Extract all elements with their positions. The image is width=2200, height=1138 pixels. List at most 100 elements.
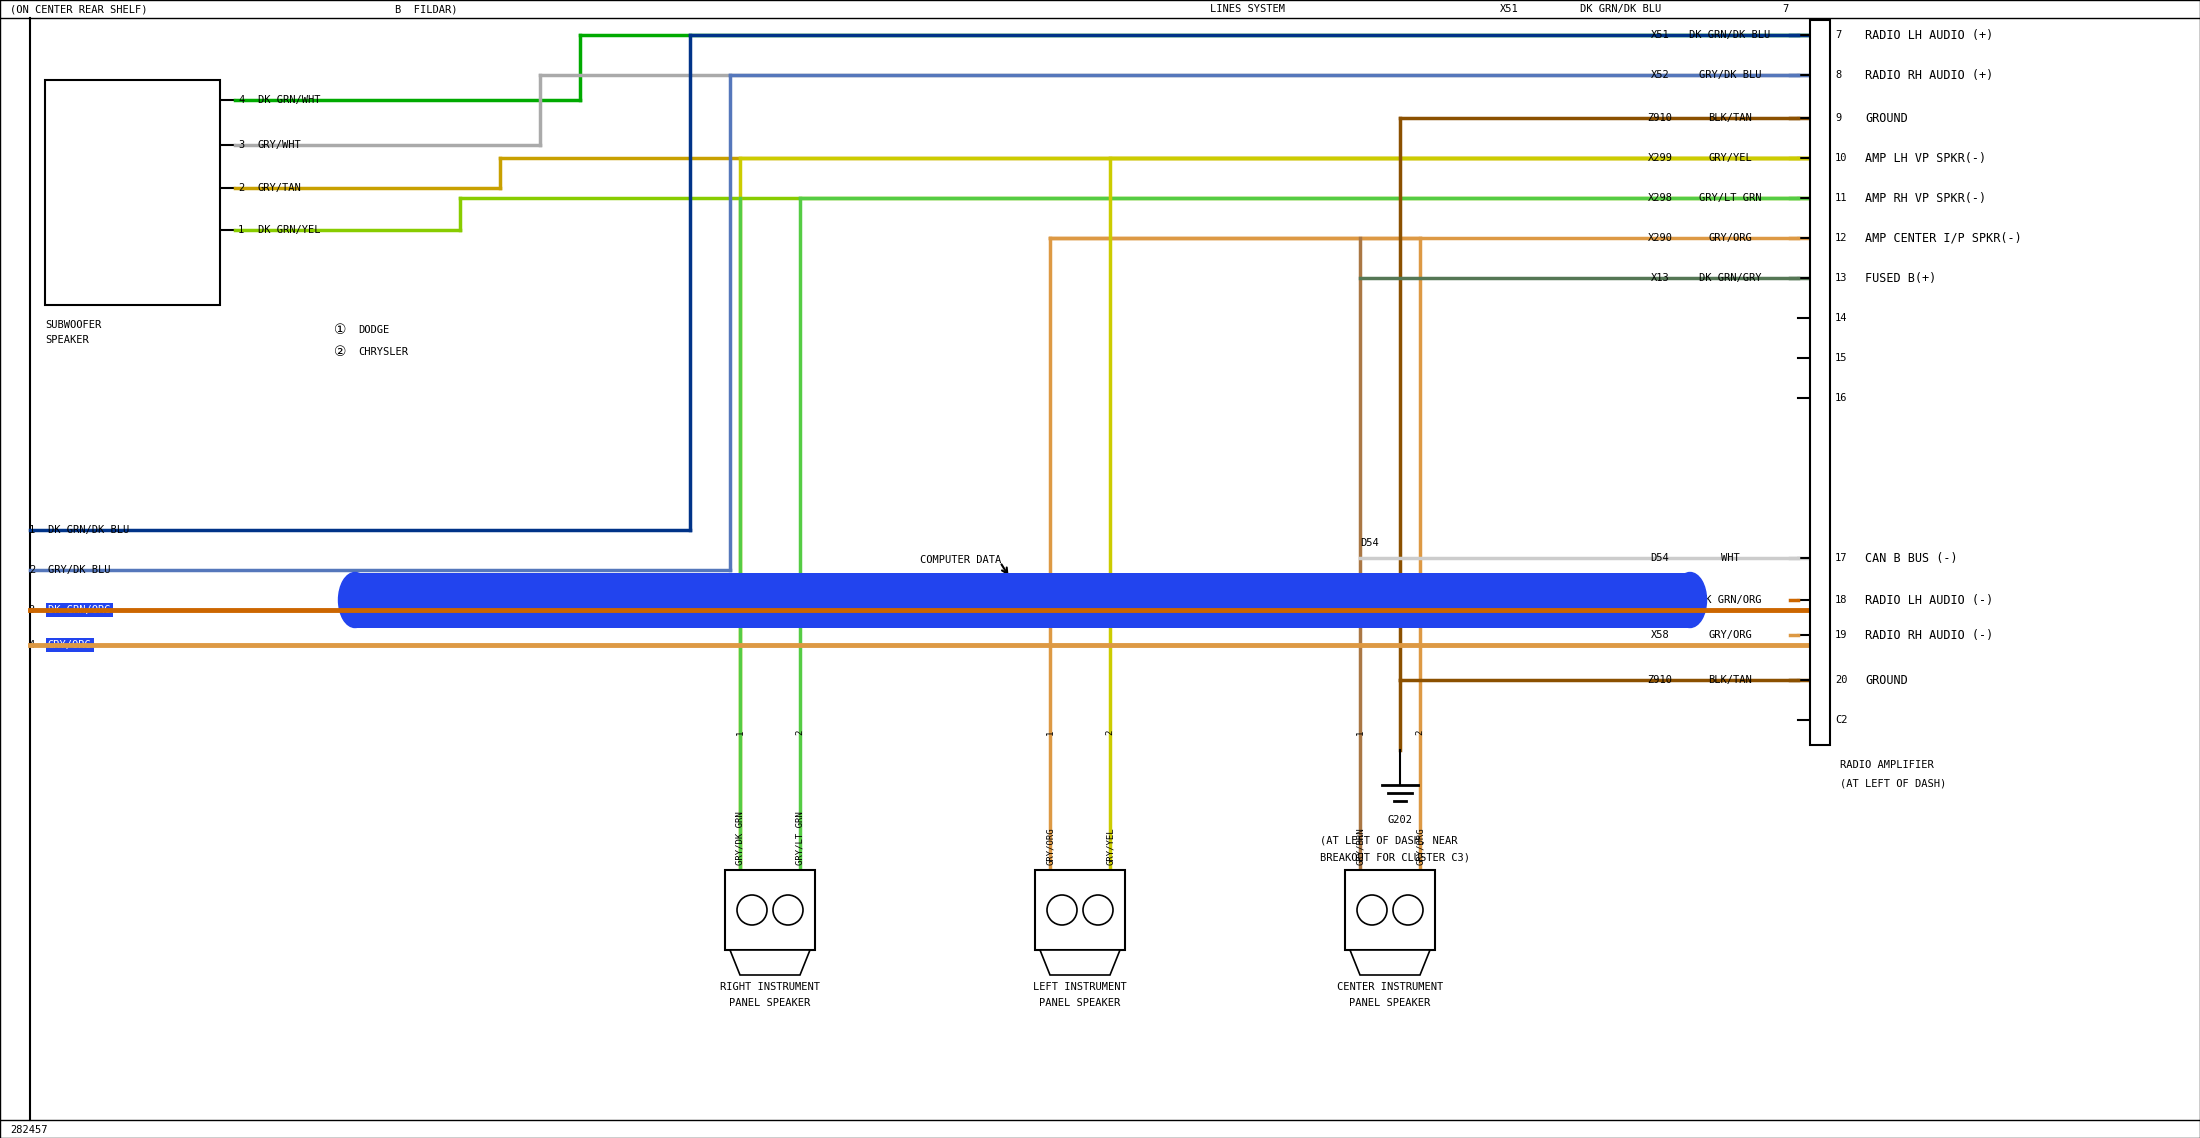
- Circle shape: [772, 894, 803, 925]
- Text: RADIO LH AUDIO (-): RADIO LH AUDIO (-): [1866, 594, 1993, 607]
- Text: DK GRN/DK BLU: DK GRN/DK BLU: [1580, 5, 1661, 14]
- Text: GRY/ORG: GRY/ORG: [48, 640, 92, 650]
- Text: GRY/BRN: GRY/BRN: [1355, 827, 1364, 865]
- Text: 12: 12: [1835, 233, 1848, 244]
- Text: 17: 17: [1835, 553, 1848, 563]
- Text: SPEAKER: SPEAKER: [44, 335, 88, 345]
- Text: 1: 1: [1355, 729, 1364, 735]
- Text: WHT: WHT: [1720, 553, 1740, 563]
- Text: 2: 2: [1111, 942, 1118, 951]
- Text: LINES SYSTEM: LINES SYSTEM: [895, 600, 966, 610]
- Text: CAN B BUS (-): CAN B BUS (-): [1866, 552, 1958, 564]
- Text: GRY/LT GRN: GRY/LT GRN: [1698, 193, 1762, 203]
- Text: 1: 1: [29, 525, 35, 535]
- Text: AMP CENTER I/P SPKR(-): AMP CENTER I/P SPKR(-): [1866, 231, 2022, 245]
- Text: SBFR1(-): SBFR1(-): [53, 183, 103, 193]
- Bar: [1034, 869, 1124, 950]
- Text: 1: 1: [1045, 729, 1054, 735]
- Text: X298: X298: [1648, 193, 1672, 203]
- Text: 1: 1: [735, 729, 744, 735]
- Text: CENTER INSTRUMENT: CENTER INSTRUMENT: [1338, 982, 1443, 992]
- Text: GROUND: GROUND: [1866, 674, 1907, 686]
- Text: X58: X58: [1650, 630, 1670, 640]
- Text: GRY/DK GRN: GRY/DK GRN: [735, 811, 744, 865]
- Text: X51: X51: [1500, 5, 1518, 14]
- Text: GRY/ORG: GRY/ORG: [1707, 233, 1751, 244]
- Bar: [354, 574, 1690, 628]
- Text: 4: 4: [29, 640, 35, 650]
- Text: 18: 18: [1835, 595, 1848, 605]
- Text: 11: 11: [1835, 193, 1848, 203]
- Circle shape: [1357, 894, 1386, 925]
- Text: DK GRN/DK BLU: DK GRN/DK BLU: [48, 525, 130, 535]
- Text: PANEL SPEAKER: PANEL SPEAKER: [1349, 998, 1430, 1008]
- Text: GRY/WHT: GRY/WHT: [257, 140, 301, 150]
- Text: LEFT INSTRUMENT: LEFT INSTRUMENT: [1034, 982, 1126, 992]
- Text: 1: 1: [238, 225, 244, 236]
- Text: CHRYSLER: CHRYSLER: [359, 347, 407, 357]
- Circle shape: [1393, 894, 1423, 925]
- Text: GRY/ORG: GRY/ORG: [1045, 827, 1054, 865]
- Text: DODGE: DODGE: [359, 325, 389, 335]
- Text: (AT LEFT OF DASH): (AT LEFT OF DASH): [1839, 778, 1947, 787]
- Text: SBFR2(+): SBFR2(+): [53, 140, 103, 150]
- Text: COMPUTER DATA: COMPUTER DATA: [920, 555, 1001, 564]
- Text: SUBWOOFER: SUBWOOFER: [44, 320, 101, 330]
- Text: AMP RH VP SPKR(-): AMP RH VP SPKR(-): [1866, 191, 1987, 205]
- Text: RIGHT INSTRUMENT: RIGHT INSTRUMENT: [719, 982, 821, 992]
- Text: 15: 15: [1835, 353, 1848, 363]
- Text: Z910: Z910: [1648, 113, 1672, 123]
- Text: 2: 2: [796, 729, 805, 735]
- Text: RADIO AMPLIFIER: RADIO AMPLIFIER: [1839, 760, 1934, 770]
- Text: 7: 7: [1835, 30, 1841, 40]
- Circle shape: [1047, 894, 1078, 925]
- Text: 2: 2: [238, 183, 244, 193]
- Bar: [1344, 869, 1434, 950]
- Text: 16: 16: [1835, 393, 1848, 403]
- Text: 14: 14: [1835, 313, 1848, 323]
- Text: 9: 9: [1835, 113, 1841, 123]
- Text: GRY/TAN: GRY/TAN: [257, 183, 301, 193]
- Text: X57: X57: [1650, 595, 1670, 605]
- Text: (AT LEFT OF DASH, NEAR: (AT LEFT OF DASH, NEAR: [1320, 835, 1456, 846]
- Text: ②: ②: [334, 345, 345, 358]
- Text: 2: 2: [1415, 729, 1426, 735]
- Polygon shape: [1351, 950, 1430, 975]
- Text: GROUND: GROUND: [1866, 112, 1907, 124]
- Text: X51: X51: [1650, 30, 1670, 40]
- Text: X52: X52: [1650, 71, 1670, 80]
- Text: 8: 8: [1835, 71, 1841, 80]
- Text: 2: 2: [801, 942, 807, 951]
- Text: 7: 7: [1782, 5, 1789, 14]
- Text: DK GRN/GRY: DK GRN/GRY: [1698, 273, 1762, 283]
- Text: 19: 19: [1835, 630, 1848, 640]
- Text: (ON CENTER REAR SHELF): (ON CENTER REAR SHELF): [11, 5, 147, 14]
- Text: 1: 1: [733, 942, 739, 951]
- Text: 282457: 282457: [11, 1125, 48, 1135]
- Text: C2: C2: [1835, 715, 1848, 725]
- Ellipse shape: [1674, 572, 1707, 627]
- Text: AMP LH VP SPKR(-): AMP LH VP SPKR(-): [1866, 151, 1987, 165]
- Text: 4: 4: [238, 94, 244, 105]
- Text: X290: X290: [1648, 233, 1672, 244]
- Text: PANEL SPEAKER: PANEL SPEAKER: [730, 998, 810, 1008]
- Text: GRY/ORG: GRY/ORG: [1415, 827, 1426, 865]
- Text: DK GRN/ORG: DK GRN/ORG: [1698, 595, 1762, 605]
- Text: 13: 13: [1835, 273, 1848, 283]
- Text: GRY/DK BLU: GRY/DK BLU: [48, 564, 110, 575]
- Text: GRY/ORG: GRY/ORG: [1707, 630, 1751, 640]
- Text: 2: 2: [29, 564, 35, 575]
- Text: BLK/TAN: BLK/TAN: [1707, 113, 1751, 123]
- Text: SBFR1(+): SBFR1(+): [53, 225, 103, 236]
- Text: FUSED B(+): FUSED B(+): [1866, 272, 1936, 284]
- Text: X299: X299: [1648, 152, 1672, 163]
- Polygon shape: [730, 950, 810, 975]
- Text: GRY/LT GRN: GRY/LT GRN: [796, 811, 805, 865]
- Text: 2: 2: [1104, 729, 1115, 735]
- Text: 10: 10: [1835, 152, 1848, 163]
- Text: DK GRN/ORG: DK GRN/ORG: [48, 605, 110, 615]
- Text: 3: 3: [238, 140, 244, 150]
- Text: DK GRN/YEL: DK GRN/YEL: [257, 225, 321, 236]
- Text: X13: X13: [1650, 273, 1670, 283]
- Text: BREAKOUT FOR CLUSTER C3): BREAKOUT FOR CLUSTER C3): [1320, 852, 1470, 861]
